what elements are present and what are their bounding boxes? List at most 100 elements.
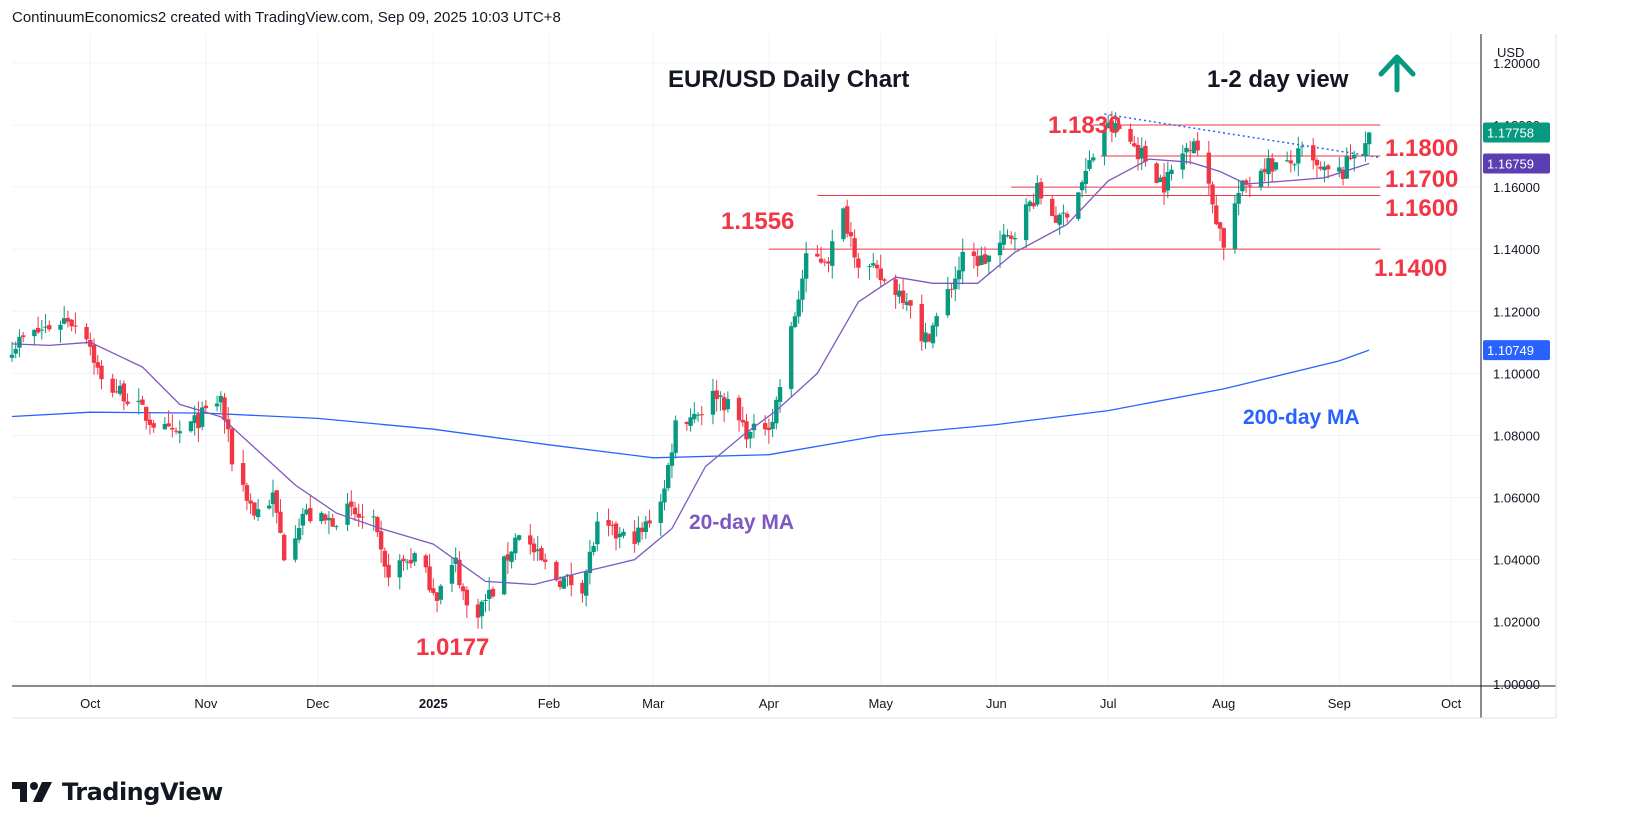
candle-body <box>330 518 335 527</box>
candle <box>617 527 622 549</box>
candle <box>610 520 615 536</box>
candle <box>1165 161 1171 199</box>
candle-body <box>699 414 704 416</box>
candle <box>1340 166 1346 186</box>
tradingview-logo[interactable]: TradingView <box>12 775 223 809</box>
candle <box>281 533 287 562</box>
candle <box>147 412 153 435</box>
y-tick-label: 1.16000 <box>1493 180 1540 195</box>
candle <box>714 380 719 412</box>
candle-body <box>244 485 250 501</box>
x-tick-label: May <box>868 696 893 711</box>
candle-body <box>1214 205 1219 225</box>
candle <box>1005 229 1010 238</box>
candle-body <box>1325 165 1331 170</box>
candle <box>904 292 910 312</box>
candle-body <box>1292 164 1297 166</box>
candle-body <box>360 516 365 518</box>
ma20-line <box>11 158 1370 586</box>
y-tick-label: 1.10000 <box>1493 366 1540 381</box>
candle-body <box>69 319 74 327</box>
candle-body <box>684 421 690 425</box>
candle-body <box>826 261 831 264</box>
high-label: 1.1830 <box>1048 112 1121 139</box>
candle-body <box>218 395 223 403</box>
eurusd-candlestick-chart[interactable]: EUR/USD Daily Chart 1-2 day view 1.1800 1.1… <box>0 0 1632 770</box>
candle-body <box>617 533 622 538</box>
candle-body <box>673 420 678 453</box>
candle <box>673 415 678 459</box>
candle <box>1053 206 1059 224</box>
candle-body <box>43 326 48 328</box>
candle <box>583 569 589 607</box>
candle <box>1076 191 1081 222</box>
candle <box>721 392 727 423</box>
candle <box>542 553 548 570</box>
candle-body <box>554 561 559 581</box>
candle-body <box>147 419 153 425</box>
candle <box>248 493 253 515</box>
candle-body <box>1340 169 1346 180</box>
candle-body <box>949 288 954 290</box>
ma200-price-tag: 1.10749 <box>1483 340 1550 361</box>
candle-body <box>1076 192 1081 219</box>
candle-body <box>718 395 723 397</box>
candle <box>483 594 488 613</box>
annotations-layer: EUR/USD Daily Chart 1-2 day view 1.1800 1.1… <box>416 54 1458 661</box>
candle <box>613 521 619 551</box>
candle <box>345 492 350 531</box>
chart-title: EUR/USD Daily Chart <box>668 66 909 93</box>
y-tick-label: 1.12000 <box>1493 304 1540 319</box>
candle-body <box>401 558 406 562</box>
candle <box>412 551 417 567</box>
candle <box>1337 157 1342 178</box>
candle <box>826 257 831 273</box>
candle-body <box>897 290 902 297</box>
candle <box>1258 168 1264 191</box>
candle-body <box>35 327 41 333</box>
candle-body <box>766 427 772 431</box>
candle-body <box>170 427 175 430</box>
candle-body <box>1154 163 1159 183</box>
candle <box>20 331 26 343</box>
candle-body <box>1023 204 1029 241</box>
candle-body <box>513 537 518 554</box>
candle-body <box>535 549 540 552</box>
candle <box>926 332 932 343</box>
candle <box>789 321 794 398</box>
candle-body <box>516 535 522 540</box>
candle-body <box>88 339 93 347</box>
candle-body <box>587 551 593 574</box>
candle-body <box>1038 182 1044 199</box>
candle <box>710 378 716 425</box>
candle <box>304 503 309 516</box>
candle <box>375 515 380 537</box>
candle <box>293 525 298 563</box>
candle <box>669 443 675 478</box>
candle <box>1057 213 1062 235</box>
candle <box>460 583 466 600</box>
candle-body <box>95 362 100 368</box>
candle-body <box>356 513 361 518</box>
candle-body <box>114 391 119 393</box>
candle <box>639 522 645 540</box>
candle <box>151 419 156 433</box>
candle-body <box>580 582 585 594</box>
candle <box>330 513 335 527</box>
candle-body <box>110 378 115 393</box>
candle-body <box>789 326 794 389</box>
candle-body <box>1232 203 1238 249</box>
candle <box>505 542 511 574</box>
candle-body <box>710 390 716 415</box>
last-price-tag-bg <box>1483 122 1550 143</box>
candle-body <box>1337 167 1342 172</box>
candle-body <box>878 268 883 281</box>
candle <box>1284 151 1290 163</box>
candle-body <box>871 263 876 266</box>
candle <box>1143 140 1148 167</box>
candle <box>736 395 742 432</box>
candle <box>949 283 954 298</box>
candle-body <box>423 555 429 568</box>
candle-body <box>1031 202 1036 207</box>
candle <box>643 515 649 539</box>
